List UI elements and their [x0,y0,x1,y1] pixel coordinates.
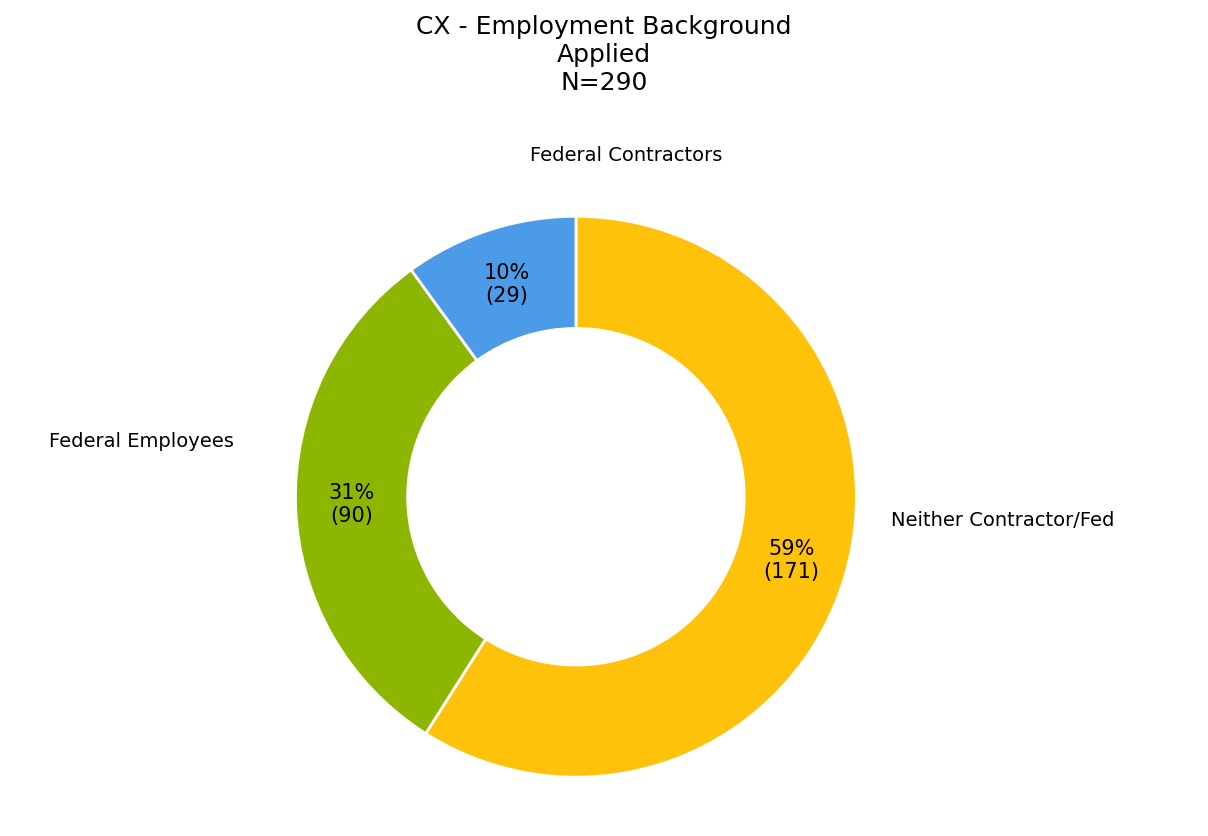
Text: Neither Contractor/Fed: Neither Contractor/Fed [890,510,1114,529]
Text: 31%
(90): 31% (90) [329,482,374,526]
Wedge shape [425,217,856,777]
Wedge shape [296,271,486,734]
Text: Federal Employees: Federal Employees [48,431,233,451]
Text: 10%
(29): 10% (29) [483,263,530,306]
Title: CX - Employment Background
Applied
N=290: CX - Employment Background Applied N=290 [417,15,791,94]
Text: Federal Contractors: Federal Contractors [530,145,722,165]
Wedge shape [411,217,576,361]
Text: 59%
(171): 59% (171) [763,538,819,581]
